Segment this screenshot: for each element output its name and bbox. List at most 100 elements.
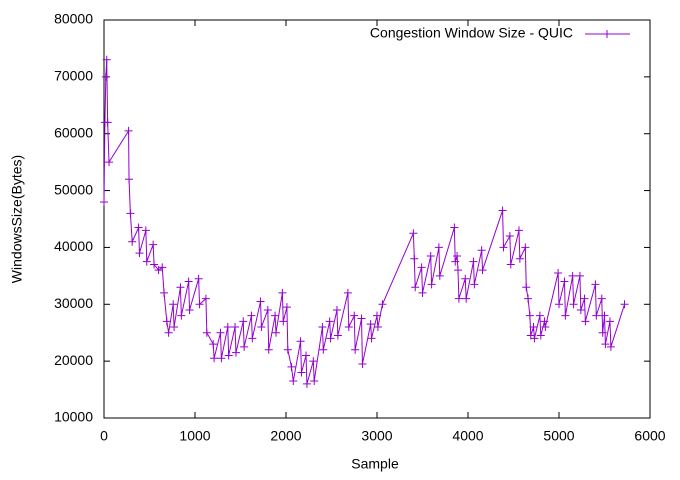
data-point bbox=[358, 359, 367, 368]
data-point bbox=[592, 311, 601, 320]
data-point bbox=[248, 334, 257, 343]
y-tick-label: 20000 bbox=[54, 352, 93, 368]
data-point bbox=[263, 305, 272, 314]
data-point bbox=[498, 206, 507, 215]
data-point bbox=[184, 277, 193, 286]
data-point bbox=[435, 271, 444, 280]
data-point bbox=[158, 263, 167, 272]
data-point bbox=[282, 303, 291, 312]
data-point bbox=[620, 300, 629, 309]
x-tick-label: 0 bbox=[100, 428, 108, 444]
data-point bbox=[525, 311, 534, 320]
data-point bbox=[210, 354, 219, 363]
data-point bbox=[524, 294, 533, 303]
data-point bbox=[177, 311, 186, 320]
data-point bbox=[278, 288, 287, 297]
data-point bbox=[149, 240, 158, 249]
data-point bbox=[302, 379, 311, 388]
data-point bbox=[601, 340, 610, 349]
data-point bbox=[310, 377, 319, 386]
data-point bbox=[150, 260, 159, 269]
data-point bbox=[160, 288, 169, 297]
legend-label: Congestion Window Size - QUIC bbox=[370, 25, 573, 41]
data-point bbox=[201, 294, 210, 303]
data-point bbox=[101, 72, 110, 81]
data-point bbox=[223, 323, 232, 332]
data-point bbox=[569, 300, 578, 309]
data-point bbox=[410, 254, 419, 263]
data-point bbox=[357, 314, 366, 323]
data-point bbox=[600, 311, 609, 320]
data-point bbox=[409, 229, 418, 238]
data-point bbox=[325, 317, 334, 326]
y-tick-label: 40000 bbox=[54, 238, 93, 254]
data-point bbox=[271, 311, 280, 320]
x-tick-label: 4000 bbox=[452, 428, 483, 444]
data-point bbox=[351, 345, 360, 354]
data-point bbox=[297, 368, 306, 377]
data-point bbox=[209, 340, 218, 349]
data-point bbox=[164, 328, 173, 337]
data-point bbox=[105, 158, 114, 167]
data-point bbox=[125, 175, 134, 184]
data-point bbox=[506, 260, 515, 269]
data-point bbox=[426, 251, 435, 260]
data-point bbox=[536, 331, 545, 340]
data-point bbox=[411, 283, 420, 292]
x-tick-label: 5000 bbox=[543, 428, 574, 444]
y-tick-label: 80000 bbox=[54, 11, 93, 27]
data-point bbox=[240, 342, 249, 351]
data-point bbox=[605, 317, 614, 326]
data-point bbox=[561, 311, 570, 320]
data-point bbox=[434, 243, 443, 252]
data-point bbox=[287, 362, 296, 371]
data-point bbox=[462, 294, 471, 303]
data-point bbox=[264, 345, 273, 354]
x-axis-label: Sample bbox=[351, 456, 399, 472]
x-tick-label: 2000 bbox=[270, 428, 301, 444]
data-point bbox=[418, 288, 427, 297]
y-tick-label: 30000 bbox=[54, 295, 93, 311]
data-point bbox=[367, 334, 376, 343]
data-point bbox=[453, 251, 462, 260]
data-point bbox=[453, 266, 462, 275]
data-point bbox=[231, 323, 240, 332]
data-point bbox=[169, 300, 178, 309]
data-point bbox=[309, 357, 318, 366]
data-point bbox=[343, 288, 352, 297]
plot-frame bbox=[103, 19, 651, 419]
y-tick-label: 60000 bbox=[54, 124, 93, 140]
data-point bbox=[128, 237, 137, 246]
data-point bbox=[333, 331, 342, 340]
legend-marker bbox=[603, 30, 611, 38]
data-point bbox=[378, 300, 387, 309]
x-tick-label: 6000 bbox=[634, 428, 665, 444]
data-point bbox=[373, 323, 382, 332]
data-point bbox=[535, 311, 544, 320]
data-point bbox=[530, 334, 539, 343]
data-point bbox=[591, 280, 600, 289]
data-point bbox=[540, 317, 549, 326]
data-point bbox=[555, 300, 563, 309]
data-point bbox=[477, 246, 486, 255]
data-point bbox=[217, 354, 226, 363]
data-point bbox=[202, 328, 211, 337]
x-tick-label: 3000 bbox=[361, 428, 392, 444]
data-point bbox=[216, 328, 225, 337]
data-point bbox=[451, 257, 460, 266]
data-point bbox=[224, 351, 233, 360]
data-point bbox=[176, 283, 185, 292]
y-axis-label: WindowsSize(Bytes) bbox=[9, 155, 25, 283]
y-tick-label: 50000 bbox=[54, 181, 93, 197]
data-point bbox=[598, 328, 607, 337]
data-point bbox=[135, 249, 144, 258]
data-point bbox=[332, 305, 341, 314]
data-point bbox=[296, 337, 305, 346]
data-point bbox=[350, 311, 359, 320]
data-point bbox=[134, 223, 143, 232]
data-point bbox=[469, 257, 478, 266]
data-point bbox=[514, 226, 523, 235]
data-point bbox=[470, 280, 479, 289]
y-tick-label: 10000 bbox=[54, 409, 93, 425]
